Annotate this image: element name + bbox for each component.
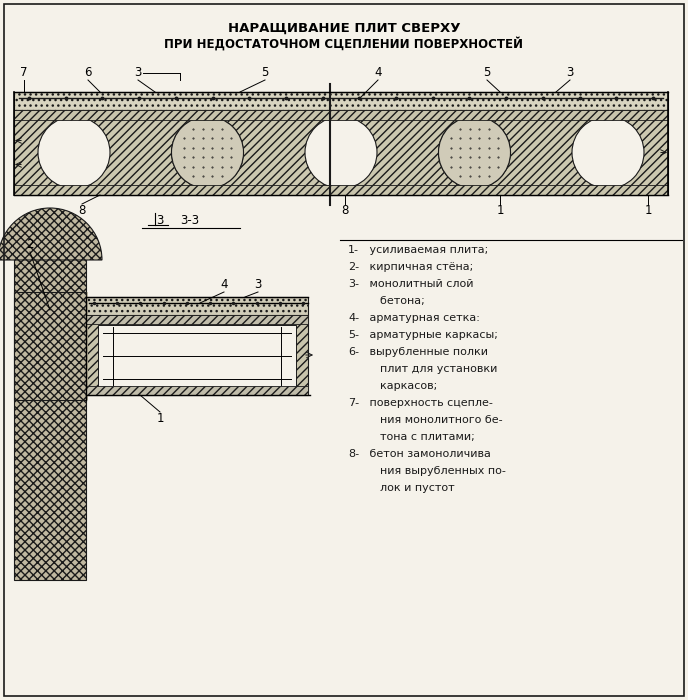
Circle shape — [171, 116, 244, 188]
Text: ПРИ НЕДОСТАТОЧНОМ СЦЕПЛЕНИИ ПОВЕРХНОСТЕЙ: ПРИ НЕДОСТАТОЧНОМ СЦЕПЛЕНИИ ПОВЕРХНОСТЕЙ — [164, 37, 524, 51]
Bar — [14, 92, 668, 110]
Bar — [86, 297, 308, 315]
Wedge shape — [0, 208, 102, 260]
Text: арматурная сетка:: арматурная сетка: — [366, 313, 480, 323]
Text: 1-: 1- — [348, 245, 359, 255]
Text: тона с плитами;: тона с плитами; — [366, 432, 475, 442]
Bar — [14, 110, 668, 195]
Bar — [86, 315, 308, 324]
Bar — [14, 185, 668, 195]
Text: арматурные каркасы;: арматурные каркасы; — [366, 330, 498, 340]
Bar — [98, 325, 296, 387]
Text: 6: 6 — [84, 66, 92, 80]
Text: 4: 4 — [374, 66, 382, 80]
Text: 7-: 7- — [348, 398, 359, 408]
Text: поверхность сцепле-: поверхность сцепле- — [366, 398, 493, 408]
Text: 5: 5 — [483, 66, 491, 80]
Text: усиливаемая плита;: усиливаемая плита; — [366, 245, 488, 255]
Text: 4: 4 — [220, 279, 228, 291]
Circle shape — [572, 116, 644, 188]
Text: 3: 3 — [134, 66, 142, 80]
Text: 4-: 4- — [348, 313, 359, 323]
Text: 7: 7 — [20, 66, 28, 80]
Text: 1: 1 — [156, 412, 164, 424]
Text: 3-: 3- — [348, 279, 359, 289]
Circle shape — [38, 116, 110, 188]
Text: 5-: 5- — [348, 330, 359, 340]
Text: 6-: 6- — [348, 347, 359, 357]
Circle shape — [305, 116, 377, 188]
Text: 1: 1 — [644, 204, 652, 216]
Text: НАРАЩИВАНИЕ ПЛИТ СВЕРХУ: НАРАЩИВАНИЕ ПЛИТ СВЕРХУ — [228, 22, 460, 34]
Circle shape — [171, 116, 244, 188]
Text: бетон замоноличива: бетон замоноличива — [366, 449, 491, 459]
Text: 3: 3 — [156, 214, 164, 227]
Bar — [14, 292, 86, 400]
Text: 2-: 2- — [348, 262, 359, 272]
Text: лок и пустот: лок и пустот — [366, 483, 455, 493]
Circle shape — [438, 116, 510, 188]
Text: кирпичная стёна;: кирпичная стёна; — [366, 262, 473, 272]
Text: 8: 8 — [341, 204, 349, 216]
Text: 2: 2 — [26, 239, 34, 251]
Text: 3-3: 3-3 — [180, 214, 200, 228]
Text: 1: 1 — [496, 204, 504, 216]
Text: 8: 8 — [78, 204, 86, 216]
Circle shape — [438, 116, 510, 188]
Text: бетона;: бетона; — [366, 296, 424, 306]
Text: 5: 5 — [261, 66, 269, 80]
Text: 3: 3 — [255, 279, 261, 291]
Text: каркасов;: каркасов; — [366, 381, 438, 391]
Bar — [14, 292, 88, 400]
Bar — [86, 315, 308, 395]
Text: 8-: 8- — [348, 449, 359, 459]
Text: ния вырубленных по-: ния вырубленных по- — [366, 466, 506, 476]
Text: плит для установки: плит для установки — [366, 364, 497, 374]
Text: монолитный слой: монолитный слой — [366, 279, 473, 289]
Text: 3: 3 — [566, 66, 574, 80]
Bar — [14, 110, 668, 120]
Bar — [14, 240, 86, 580]
Text: ния монолитного бе-: ния монолитного бе- — [366, 415, 503, 425]
Bar — [86, 386, 308, 395]
Text: вырубленные полки: вырубленные полки — [366, 347, 488, 357]
